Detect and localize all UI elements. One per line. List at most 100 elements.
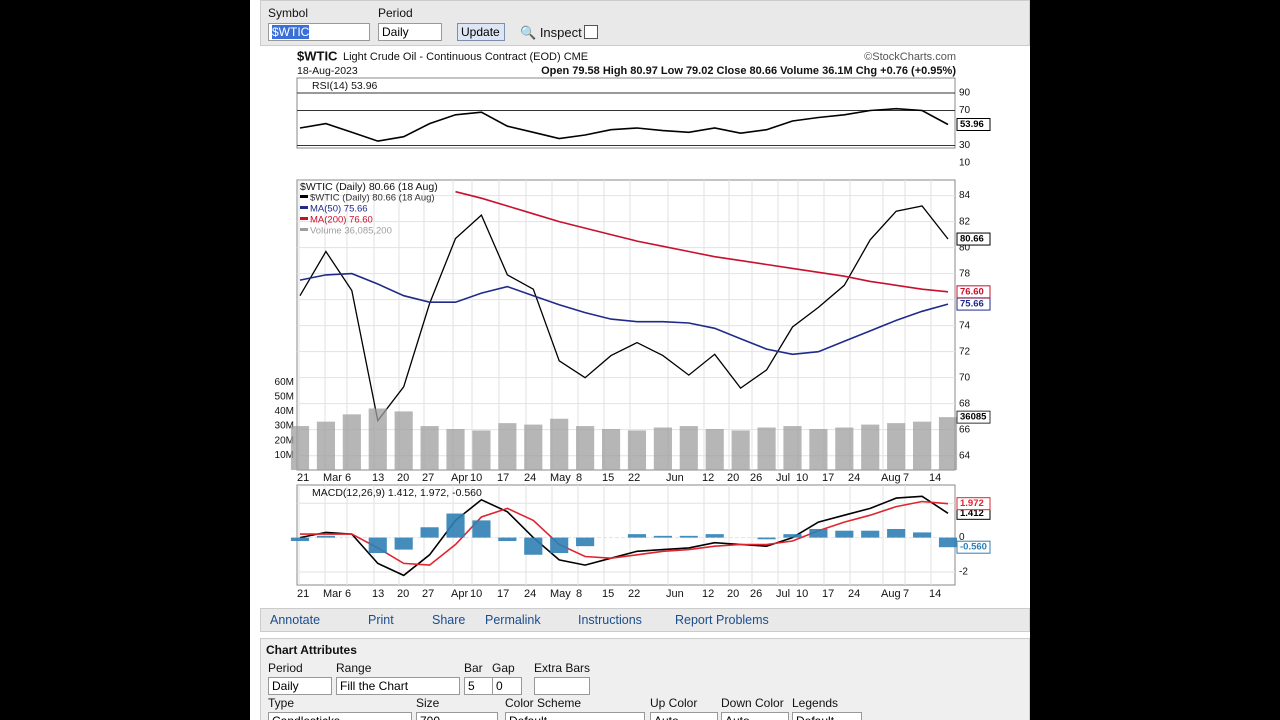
x-tick-label: 27 (422, 472, 434, 484)
x-tick-label: 20 (727, 472, 739, 484)
field-label: Color Scheme (505, 696, 582, 710)
label: Symbol (268, 6, 309, 20)
line (299, 205, 949, 423)
y-tick-label: 90 (959, 88, 971, 99)
field-label: Down Color (721, 696, 784, 710)
select[interactable]: Default (792, 712, 862, 720)
x-tick-label: 7 (903, 472, 909, 484)
bar (472, 520, 491, 538)
bar (757, 427, 776, 470)
x-tick-label: 24 (848, 472, 860, 484)
x-tick-label: Apr (451, 472, 468, 484)
panel (296, 77, 956, 149)
value-badge (956, 497, 991, 511)
y-tick-label: 84 (959, 190, 971, 201)
x-tick-label: 10 (796, 588, 808, 600)
value-badge (956, 285, 991, 299)
field-label: Range (336, 661, 372, 675)
link[interactable]: Report Problems (675, 613, 769, 627)
bar (938, 417, 958, 470)
x-tick-label: 12 (702, 588, 714, 600)
symbol: $WTIC (297, 48, 338, 63)
link[interactable]: Print (368, 613, 394, 627)
bar (524, 424, 543, 470)
field-label: Bar (464, 661, 483, 675)
bar (835, 427, 854, 470)
value-badge-label: 75.66 (960, 299, 984, 310)
bar (783, 534, 802, 538)
bar (368, 408, 387, 470)
x-tick-label: 22 (628, 588, 640, 600)
link[interactable]: Instructions (578, 613, 642, 627)
x-tick-label: 20 (397, 588, 409, 600)
legend-entry: MA(200) 76.60 (310, 215, 373, 226)
bar (861, 424, 880, 470)
brand: ©StockCharts.com (864, 51, 956, 63)
selected-text: $WTIC (272, 25, 310, 39)
x-tick-label: 8 (576, 472, 582, 484)
x-tick-label: 10 (470, 588, 482, 600)
field-label: Up Color (650, 696, 698, 710)
x-tick-label: Jul (776, 472, 790, 484)
line (455, 190, 949, 293)
bar (368, 537, 387, 554)
panel-title: RSI(14) 53.96 (312, 80, 378, 92)
symbol-input[interactable]: $WTIC (268, 23, 370, 41)
bar (705, 428, 724, 470)
x-tick-label: 21 (297, 588, 309, 600)
bar (446, 513, 465, 538)
page: Symbol $WTIC Period Daily Update 🔍 Inspe… (250, 0, 1030, 720)
bar (653, 427, 672, 470)
x-tick-label: 13 (372, 472, 384, 484)
select[interactable]: Default (505, 712, 645, 720)
link[interactable]: Annotate (270, 613, 321, 627)
x-tick-label: May (550, 588, 571, 600)
legend-swatch (300, 195, 308, 198)
y-tick-label: 68 (959, 398, 971, 409)
x-tick-label: 20 (727, 588, 739, 600)
select[interactable]: Auto (650, 712, 718, 720)
select[interactable]: 0 (492, 677, 522, 695)
legend-swatch (300, 217, 308, 220)
y2-tick-label: 50M (275, 391, 294, 402)
date: 18-Aug-2023 (297, 65, 358, 77)
y-tick-label: 30 (959, 140, 971, 151)
select[interactable]: Candlesticks (268, 712, 412, 720)
x-tick-label: 20 (397, 472, 409, 484)
select[interactable]: 700 (416, 712, 498, 720)
legend-entry: MA(50) 75.66 (310, 204, 368, 215)
bar (316, 421, 335, 470)
x-tick-label: 24 (524, 588, 536, 600)
bar (679, 535, 698, 538)
link[interactable]: Permalink (485, 613, 541, 627)
x-tick-label: 10 (796, 472, 808, 484)
bar (420, 527, 439, 538)
x-tick-label: Aug (881, 588, 901, 600)
bar (913, 421, 932, 470)
chart: $WTIC Light Crude Oil - Continuous Contr… (275, 48, 991, 600)
x-tick-label: 21 (297, 472, 309, 484)
value-badge-label: 36085 (960, 412, 987, 423)
select[interactable]: Daily (268, 677, 332, 695)
y-tick-label: 74 (959, 320, 971, 331)
bar (524, 537, 543, 555)
checkbox[interactable] (584, 25, 598, 39)
inspect[interactable]: 🔍 Inspect (520, 25, 582, 40)
link[interactable]: Share (432, 613, 466, 627)
x-tick-label: 10 (470, 472, 482, 484)
field-label: Period (268, 661, 303, 675)
select[interactable]: Auto (721, 712, 789, 720)
y2-tick-label: 20M (275, 435, 294, 446)
x-tick-label: Aug (881, 472, 901, 484)
bar (938, 537, 958, 548)
y-tick-label: 70 (959, 372, 971, 383)
x-tick-label: Jun (666, 472, 684, 484)
period-select[interactable]: Daily (378, 23, 442, 41)
update-button[interactable]: Update (457, 23, 505, 41)
field-label: Gap (492, 661, 515, 675)
legend-entry: Volume 36,085,200 (310, 226, 392, 237)
select[interactable]: Fill the Chart (336, 677, 460, 695)
select[interactable] (534, 677, 590, 695)
link-bar (260, 608, 1030, 632)
select[interactable]: 5 (464, 677, 494, 695)
